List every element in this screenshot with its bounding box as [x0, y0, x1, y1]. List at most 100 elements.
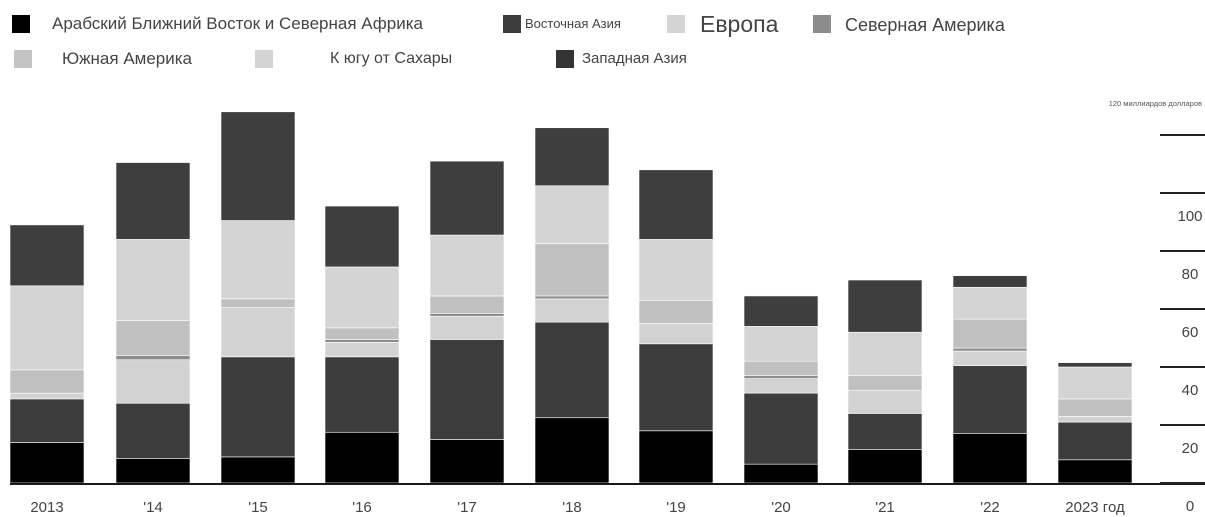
bar-segment — [429, 160, 505, 236]
bar-segment — [324, 327, 400, 340]
bar-segment — [115, 162, 191, 240]
bar-segment — [429, 313, 505, 317]
bar-segment — [743, 295, 819, 327]
x-tick-label: '20 — [771, 499, 791, 516]
bar-segment — [1057, 366, 1133, 400]
y-tick-label: 0 — [1186, 498, 1194, 515]
bar-segment — [220, 220, 296, 300]
legend-label: Европа — [700, 11, 779, 37]
bar-segment — [743, 378, 819, 394]
bar-segment — [429, 339, 505, 440]
bar-segment — [9, 442, 85, 484]
bar-segment — [9, 392, 85, 400]
legend: Арабский Ближний Восток и Северная Африк… — [12, 11, 1006, 68]
bar-segment — [115, 320, 191, 356]
x-tick-label: '19 — [666, 499, 686, 516]
bar-segment — [952, 318, 1028, 349]
legend-swatch — [255, 50, 273, 68]
bar-segment — [638, 430, 714, 484]
bar-segment — [220, 356, 296, 458]
x-tick-label: 2013 — [30, 499, 63, 516]
x-tick-label: '18 — [562, 499, 582, 516]
bar-segment — [1057, 421, 1133, 461]
bar-segment — [952, 433, 1028, 484]
y-unit-label: 120 миллиардов долларов — [1109, 99, 1202, 108]
bar-segment — [324, 356, 400, 433]
bar-segment — [220, 456, 296, 484]
x-tick-label: '16 — [352, 499, 372, 516]
bar-segment — [324, 266, 400, 329]
bar-segment — [534, 127, 610, 187]
bar-segment — [534, 298, 610, 323]
bar-segment — [115, 458, 191, 484]
bar-segment — [115, 355, 191, 361]
bar-segment — [952, 365, 1028, 434]
bar-segment — [115, 239, 191, 321]
bar-segment — [743, 375, 819, 379]
legend-swatch — [12, 15, 30, 33]
legend-label: Восточная Азия — [525, 16, 621, 31]
bar-segment — [847, 389, 923, 414]
bar-segment — [220, 307, 296, 358]
bar-segment — [743, 392, 819, 465]
bar-segment — [847, 279, 923, 333]
legend-label: Западная Азия — [582, 50, 687, 67]
bar-segment — [534, 417, 610, 484]
bar-segment — [847, 375, 923, 391]
bar-segment — [638, 239, 714, 301]
bar-segment — [1057, 459, 1133, 484]
bar-segment — [638, 169, 714, 240]
bar-segment — [1057, 362, 1133, 368]
bar-segment — [115, 359, 191, 404]
bar-segment — [534, 185, 610, 245]
bar-segment — [9, 224, 85, 287]
legend-swatch — [556, 50, 574, 68]
bar-segment — [638, 343, 714, 432]
bar-segment — [743, 463, 819, 484]
bar-segment — [638, 299, 714, 324]
y-tick-label: 100 — [1177, 208, 1202, 225]
bar-segment — [324, 431, 400, 484]
bar-segment — [429, 295, 505, 314]
bar-segment — [115, 402, 191, 459]
bar-segment — [429, 315, 505, 340]
bar-segment — [847, 413, 923, 450]
bar-segment — [534, 321, 610, 419]
bar-segment — [743, 360, 819, 377]
bar-segment — [220, 298, 296, 308]
legend-swatch — [14, 50, 32, 68]
x-tick-label: '21 — [875, 499, 895, 516]
bar-segment — [324, 339, 400, 343]
y-tick-label: 60 — [1182, 324, 1199, 341]
bar-segment — [9, 369, 85, 394]
bar-segment — [743, 326, 819, 362]
bar-segment — [9, 285, 85, 371]
y-axis: 0 20 40 60 80 100 120 миллиардов долларов — [10, 99, 1205, 515]
bar-segment — [429, 234, 505, 297]
bar-segment — [1057, 398, 1133, 417]
x-tick-label: '15 — [248, 499, 268, 516]
bar-segment — [1057, 415, 1133, 423]
bar-segment — [534, 243, 610, 297]
x-tick-label: '22 — [980, 499, 1000, 516]
bar-segment — [9, 398, 85, 443]
legend-swatch — [667, 15, 685, 33]
x-tick-label: '17 — [457, 499, 477, 516]
legend-swatch — [503, 15, 521, 33]
bar-segment — [847, 449, 923, 484]
legend-swatch — [813, 15, 831, 33]
bar-segment — [324, 342, 400, 358]
bars — [9, 111, 1133, 484]
bar-segment — [952, 350, 1028, 366]
bar-segment — [429, 439, 505, 484]
y-tick-label: 40 — [1182, 382, 1199, 399]
legend-label: Южная Америка — [62, 49, 193, 68]
x-tick-label: 2023 год — [1065, 499, 1125, 516]
legend-label: К югу от Сахары — [330, 50, 452, 67]
bar-segment — [638, 323, 714, 345]
bar-segment — [952, 275, 1028, 288]
bar-segment — [847, 331, 923, 377]
y-tick-label: 80 — [1182, 266, 1199, 283]
x-tick-label: '14 — [143, 499, 163, 516]
